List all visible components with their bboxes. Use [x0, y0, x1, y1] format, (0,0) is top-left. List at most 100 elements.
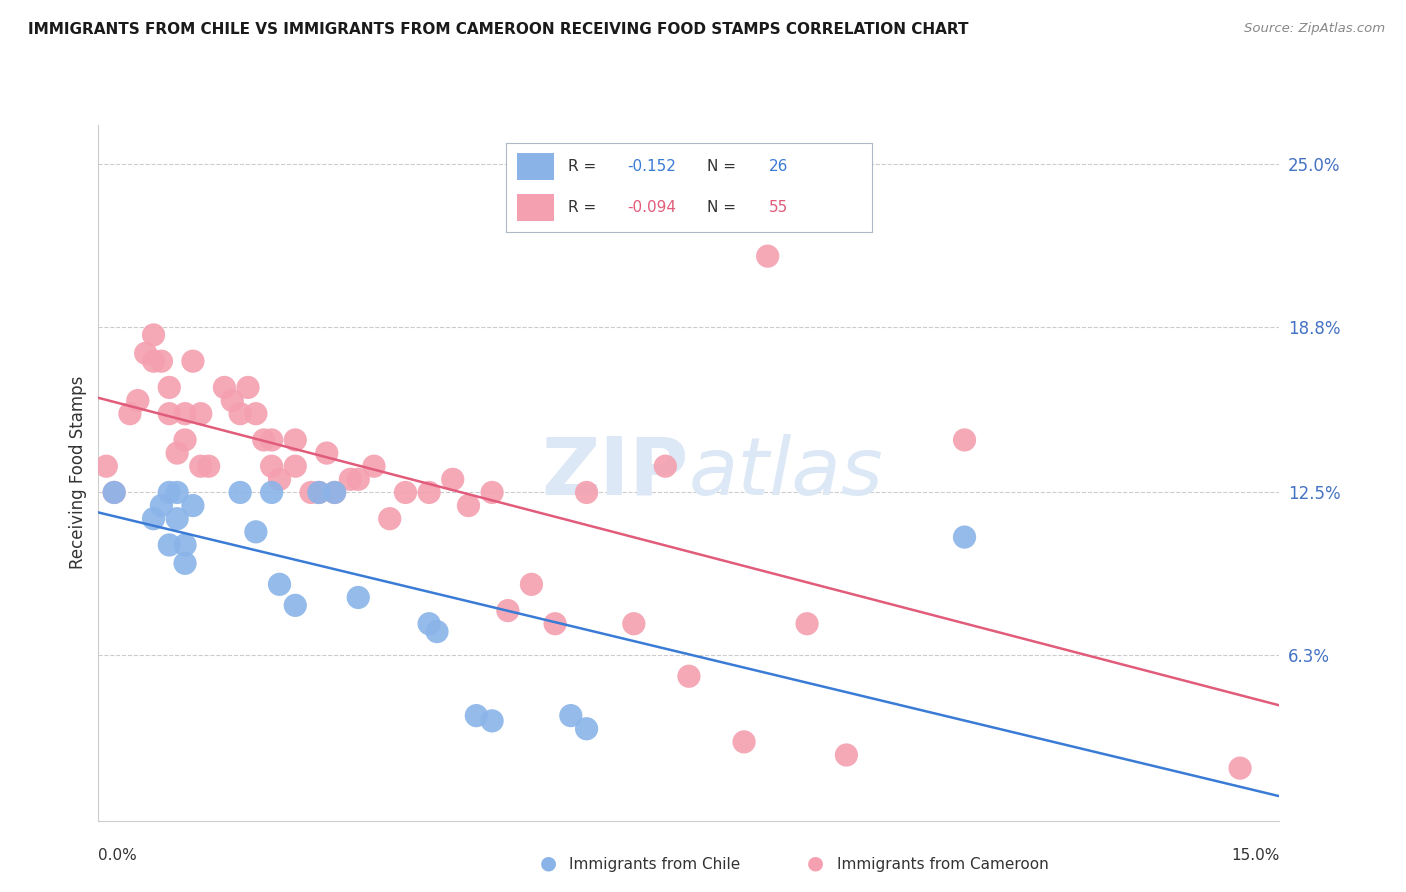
Point [166, 446, 188, 460]
Point [103, 485, 125, 500]
Point [347, 591, 370, 605]
Bar [517, 194, 554, 221]
Point [654, 459, 676, 474]
Point [678, 669, 700, 683]
Text: Immigrants from Chile: Immigrants from Chile [569, 857, 741, 872]
Point [236, 380, 259, 394]
Point [953, 433, 976, 447]
Point [166, 512, 188, 526]
Point [214, 380, 236, 394]
Text: 55: 55 [769, 201, 789, 215]
Point [418, 485, 440, 500]
Point [157, 407, 180, 421]
Point [544, 616, 567, 631]
Point [190, 407, 212, 421]
Point [103, 485, 125, 500]
Y-axis label: Receiving Food Stamps: Receiving Food Stamps [69, 376, 87, 569]
Text: N =: N = [707, 201, 741, 215]
Point [229, 485, 252, 500]
Point [599, 157, 621, 171]
Point [284, 459, 307, 474]
Point [135, 346, 157, 360]
Point [197, 459, 219, 474]
Point [496, 604, 519, 618]
Point [378, 512, 401, 526]
Point [284, 599, 307, 613]
Text: ●: ● [807, 854, 824, 872]
Point [756, 249, 779, 263]
Point [315, 446, 337, 460]
Point [260, 433, 283, 447]
Point [575, 722, 598, 736]
Text: N =: N = [707, 160, 741, 174]
Point [308, 485, 330, 500]
Point [181, 499, 204, 513]
Point [229, 407, 252, 421]
Text: IMMIGRANTS FROM CHILE VS IMMIGRANTS FROM CAMEROON RECEIVING FOOD STAMPS CORRELAT: IMMIGRANTS FROM CHILE VS IMMIGRANTS FROM… [28, 22, 969, 37]
Text: 15.0%: 15.0% [1232, 848, 1279, 863]
Point [394, 485, 416, 500]
Point [520, 577, 543, 591]
Point [142, 327, 165, 342]
Text: ●: ● [540, 854, 557, 872]
Point [181, 354, 204, 368]
Point [157, 485, 180, 500]
Point [465, 708, 488, 723]
Point [1229, 761, 1251, 775]
Point [269, 577, 291, 591]
Point [481, 485, 503, 500]
Point [157, 380, 180, 394]
Text: atlas: atlas [689, 434, 884, 512]
Point [308, 485, 330, 500]
Point [260, 485, 283, 500]
Point [142, 512, 165, 526]
Point [174, 433, 197, 447]
Point [174, 538, 197, 552]
Point [166, 485, 188, 500]
Point [174, 407, 197, 421]
Text: R =: R = [568, 160, 602, 174]
Point [299, 485, 322, 500]
Text: -0.152: -0.152 [627, 160, 676, 174]
Point [150, 499, 173, 513]
Point [221, 393, 243, 408]
Point [96, 459, 118, 474]
Text: 0.0%: 0.0% [98, 848, 138, 863]
Point [457, 499, 479, 513]
Point [269, 472, 291, 486]
Text: 26: 26 [769, 160, 789, 174]
Point [347, 472, 370, 486]
Text: Source: ZipAtlas.com: Source: ZipAtlas.com [1244, 22, 1385, 36]
Text: Immigrants from Cameroon: Immigrants from Cameroon [837, 857, 1049, 872]
Point [174, 557, 197, 571]
Point [953, 530, 976, 544]
Point [481, 714, 503, 728]
Point [418, 616, 440, 631]
Point [284, 433, 307, 447]
Text: R =: R = [568, 201, 602, 215]
Point [796, 616, 818, 631]
Point [323, 485, 346, 500]
Point [339, 472, 361, 486]
Point [190, 459, 212, 474]
Point [363, 459, 385, 474]
Point [260, 459, 283, 474]
Point [623, 616, 645, 631]
Point [253, 433, 276, 447]
Point [426, 624, 449, 639]
Point [560, 708, 582, 723]
Point [835, 747, 858, 762]
Text: ZIP: ZIP [541, 434, 689, 512]
Point [245, 407, 267, 421]
Bar [517, 153, 554, 180]
Point [441, 472, 464, 486]
Point [150, 354, 173, 368]
Point [142, 354, 165, 368]
Point [118, 407, 141, 421]
Point [575, 485, 598, 500]
Point [733, 735, 755, 749]
Text: -0.094: -0.094 [627, 201, 676, 215]
Point [127, 393, 149, 408]
Point [323, 485, 346, 500]
Point [245, 524, 267, 539]
